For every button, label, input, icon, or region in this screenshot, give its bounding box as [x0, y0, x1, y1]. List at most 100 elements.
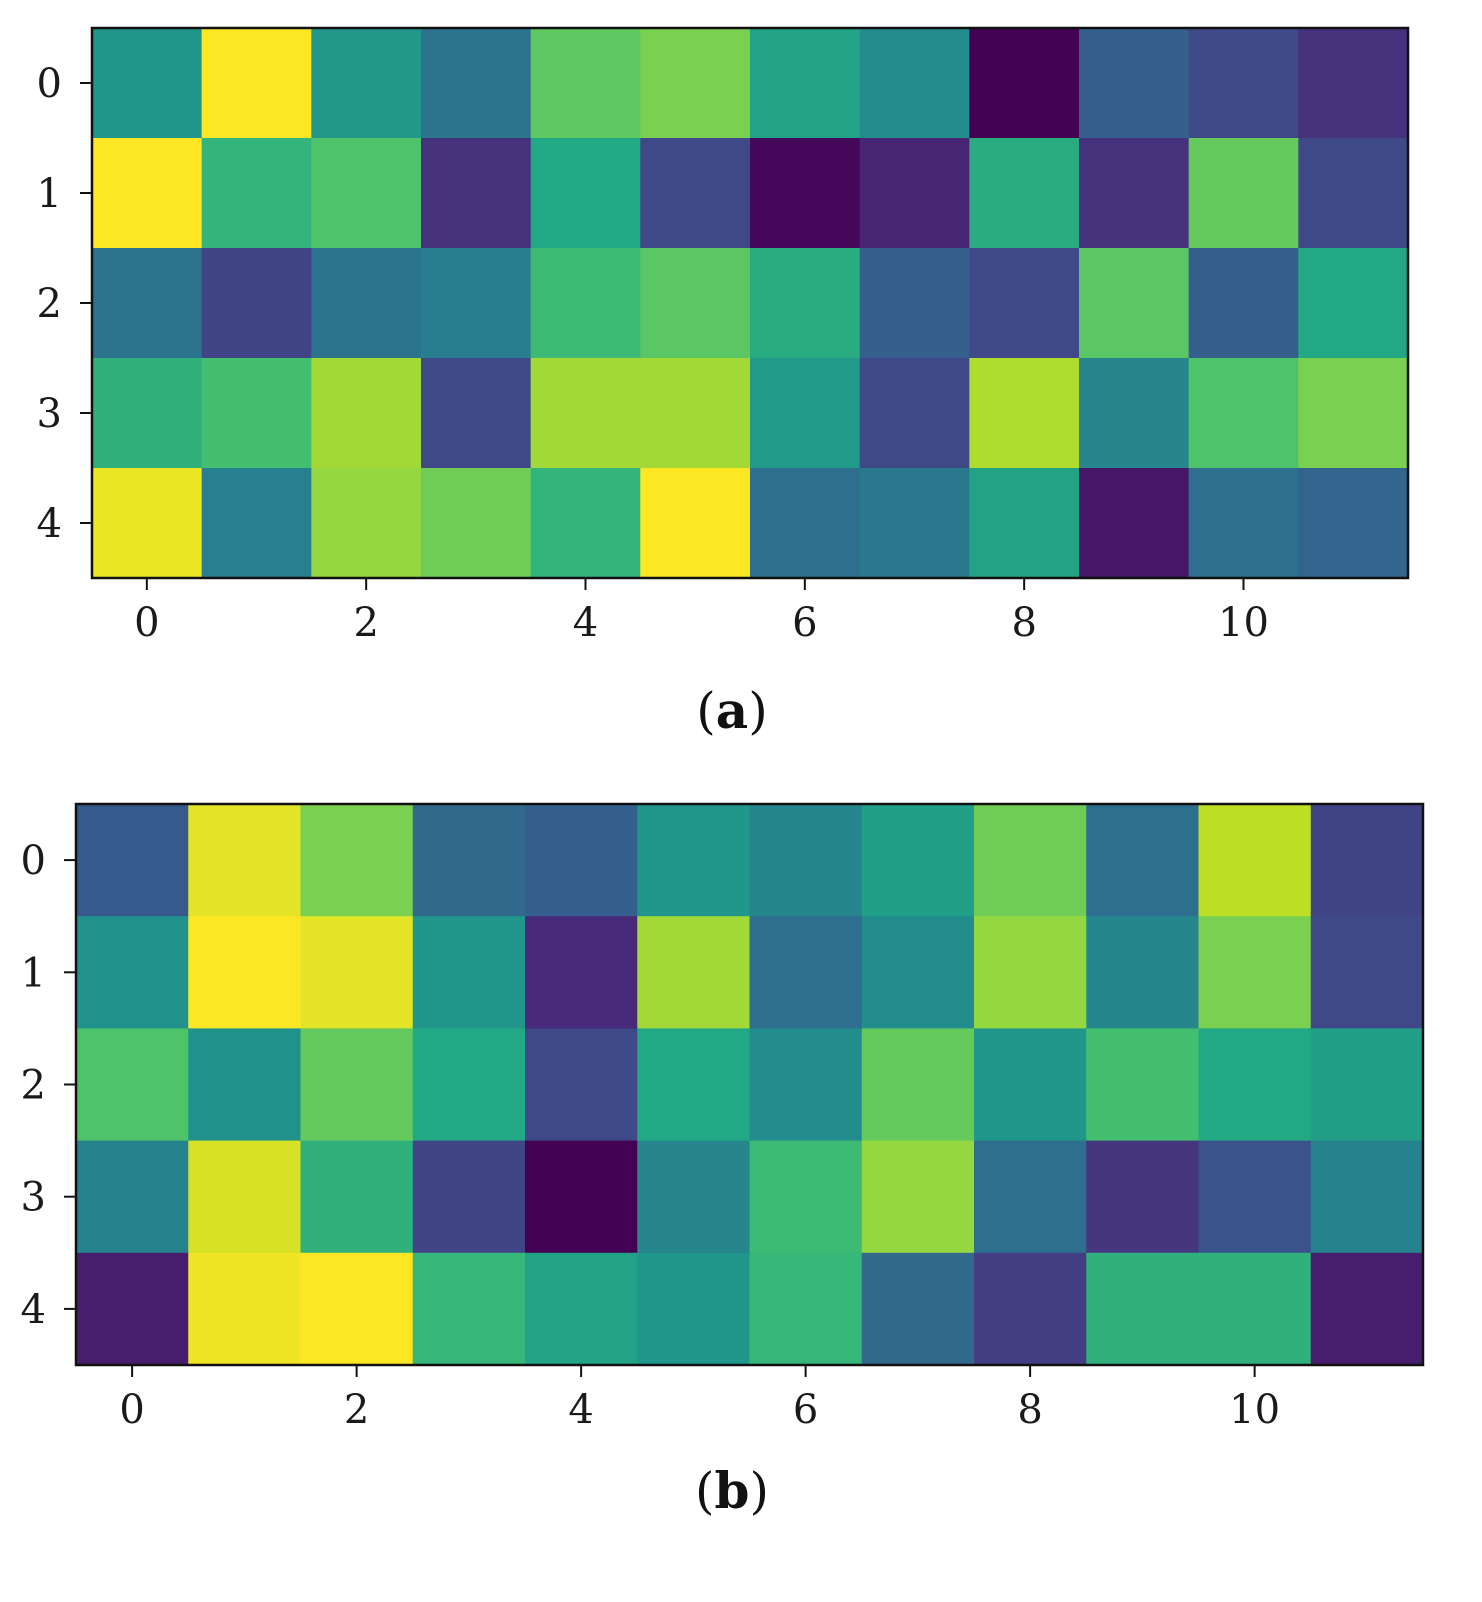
heatmap-cell-r0-c6 — [749, 804, 863, 917]
y-tick-label: 2 — [21, 1063, 46, 1109]
heatmap-cell-r0-c2 — [311, 28, 422, 139]
heatmap-panel-a: 0 2 4 6 8 10 0 1 2 3 4 (a) — [37, 26, 1410, 740]
heatmap-cell-r3-c5 — [637, 1140, 751, 1254]
heatmap-panel-b: 0 2 4 6 8 10 0 1 2 3 4 (b) — [21, 802, 1425, 1520]
heatmap-cell-r4-c7 — [859, 468, 970, 579]
heatmap-cell-r4-c9 — [1086, 1252, 1200, 1366]
heatmap-cell-r4-c5 — [637, 1252, 751, 1366]
heatmap-cell-r0-c10 — [1198, 804, 1312, 917]
heatmap-cell-r4-c1 — [201, 468, 312, 579]
heatmap-cell-r2-c9 — [1086, 1028, 1200, 1142]
heatmap-cell-r1-c0 — [92, 138, 203, 249]
heatmap-cell-r1-c8 — [974, 916, 1087, 1029]
heatmap-cell-r3-c4 — [525, 1140, 638, 1254]
heatmap-cell-r0-c5 — [640, 28, 751, 139]
heatmap-cell-r3-c9 — [1079, 358, 1190, 469]
heatmap-cell-r2-c3 — [421, 248, 532, 359]
heatmap-cell-r2-c1 — [201, 248, 312, 359]
heatmap-cell-r2-c10 — [1198, 1028, 1312, 1142]
y-tick-label: 4 — [37, 501, 62, 547]
heatmap-cell-r0-c3 — [412, 804, 526, 917]
heatmap-cell-r1-c0 — [76, 916, 189, 1029]
heatmap-cell-r4-c4 — [530, 468, 641, 579]
heatmap-cell-r3-c6 — [749, 1140, 863, 1254]
heatmap-cell-r1-c10 — [1188, 138, 1299, 249]
heatmap-cell-r1-c9 — [1086, 916, 1200, 1029]
heatmap-cell-r4-c10 — [1188, 468, 1299, 579]
heatmap-cell-r4-c10 — [1198, 1252, 1312, 1366]
heatmap-cell-r3-c7 — [861, 1140, 975, 1254]
heatmap-cell-r0-c10 — [1188, 28, 1299, 139]
heatmap-cell-r4-c2 — [300, 1252, 414, 1366]
heatmap-cell-r1-c8 — [969, 138, 1080, 249]
heatmap-cell-r3-c8 — [974, 1140, 1087, 1254]
heatmap-cell-r1-c1 — [201, 138, 312, 249]
heatmap-cell-r3-c0 — [92, 358, 203, 469]
heatmap-cell-r3-c10 — [1198, 1140, 1312, 1254]
heatmap-cell-r1-c2 — [311, 138, 422, 249]
heatmap-cell-r4-c3 — [412, 1252, 526, 1366]
heatmap-cell-r2-c3 — [412, 1028, 526, 1142]
heatmap-cell-r3-c11 — [1310, 1140, 1424, 1254]
heatmap-cell-r4-c9 — [1079, 468, 1190, 579]
heatmap-cell-r3-c2 — [311, 358, 422, 469]
y-tick-label: 2 — [37, 281, 62, 327]
x-tick-label: 8 — [1011, 600, 1036, 646]
heatmap-cell-r2-c4 — [525, 1028, 638, 1142]
heatmap-cell-r2-c5 — [637, 1028, 751, 1142]
heatmap-cell-r2-c8 — [974, 1028, 1087, 1142]
heatmap-cell-r1-c1 — [188, 916, 302, 1029]
y-tick-label: 3 — [37, 391, 62, 437]
heatmap-cell-r0-c11 — [1310, 804, 1424, 917]
heatmap-cell-r4-c11 — [1298, 468, 1409, 579]
heatmap-cell-r3-c2 — [300, 1140, 414, 1254]
heatmap-cell-r2-c0 — [92, 248, 203, 359]
heatmap-cell-r1-c3 — [421, 138, 532, 249]
heatmap-cell-r0-c7 — [859, 28, 970, 139]
heatmap-cell-r3-c7 — [859, 358, 970, 469]
heatmap-cell-r2-c6 — [750, 248, 861, 359]
heatmap-cell-r3-c0 — [76, 1140, 189, 1254]
heatmap-cell-r0-c2 — [300, 804, 414, 917]
heatmap-cell-r1-c4 — [530, 138, 641, 249]
heatmap-cell-r4-c0 — [92, 468, 203, 579]
heatmap-cell-r1-c3 — [412, 916, 526, 1029]
heatmap-cell-r2-c10 — [1188, 248, 1299, 359]
y-tick-label: 3 — [21, 1175, 46, 1221]
heatmap-cell-r0-c0 — [92, 28, 203, 139]
heatmap-cell-r4-c6 — [750, 468, 861, 579]
heatmap-cell-r0-c1 — [201, 28, 312, 139]
heatmap-cell-r0-c9 — [1079, 28, 1190, 139]
panel-label-b: (b) — [695, 1461, 769, 1520]
heatmap-cell-r4-c4 — [525, 1252, 638, 1366]
heatmap-cell-r4-c0 — [76, 1252, 189, 1366]
heatmap-cell-r1-c5 — [637, 916, 751, 1029]
x-tick-label: 0 — [134, 600, 159, 646]
heatmap-cell-r0-c1 — [188, 804, 302, 917]
heatmap-cell-r4-c1 — [188, 1252, 302, 1366]
heatmap-cell-r0-c9 — [1086, 804, 1200, 917]
heatmap-cell-r2-c9 — [1079, 248, 1190, 359]
heatmap-cell-r2-c11 — [1298, 248, 1409, 359]
x-tick-label: 0 — [119, 1387, 144, 1433]
heatmap-cell-r3-c1 — [188, 1140, 302, 1254]
heatmap-cell-r4-c5 — [640, 468, 751, 579]
x-tick-label: 6 — [792, 600, 817, 646]
heatmap-cell-r1-c7 — [861, 916, 975, 1029]
x-tick-label: 8 — [1017, 1387, 1042, 1433]
heatmap-cell-r3-c9 — [1086, 1140, 1200, 1254]
heatmap-cell-r2-c2 — [311, 248, 422, 359]
heatmap-cell-r2-c4 — [530, 248, 641, 359]
heatmap-cell-r3-c1 — [201, 358, 312, 469]
heatmap-cell-r1-c10 — [1198, 916, 1312, 1029]
x-tick-label: 2 — [344, 1387, 369, 1433]
heatmap-cell-r2-c8 — [969, 248, 1080, 359]
heatmap-cell-r1-c11 — [1310, 916, 1424, 1029]
heatmap-cell-r4-c2 — [311, 468, 422, 579]
heatmap-cell-r0-c6 — [750, 28, 861, 139]
heatmap-cell-r4-c8 — [969, 468, 1080, 579]
heatmap-cell-r3-c3 — [412, 1140, 526, 1254]
heatmap-cell-r1-c5 — [640, 138, 751, 249]
heatmap-cell-r2-c7 — [859, 248, 970, 359]
heatmap-cell-r4-c8 — [974, 1252, 1087, 1366]
